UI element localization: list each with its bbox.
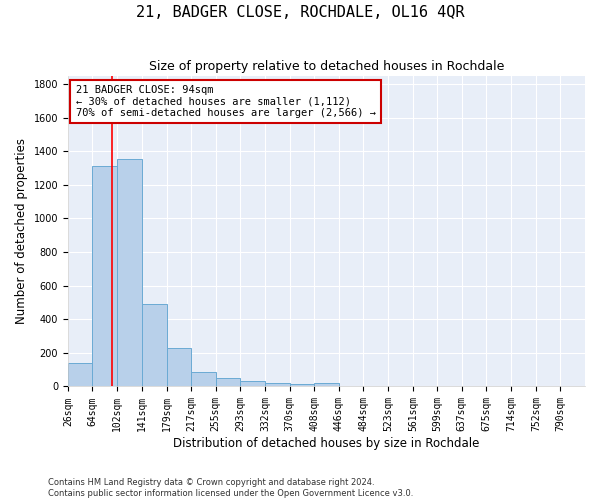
Bar bbox=[314, 383, 339, 386]
Text: 21, BADGER CLOSE, ROCHDALE, OL16 4QR: 21, BADGER CLOSE, ROCHDALE, OL16 4QR bbox=[136, 5, 464, 20]
Bar bbox=[290, 384, 314, 386]
Text: Contains HM Land Registry data © Crown copyright and database right 2024.
Contai: Contains HM Land Registry data © Crown c… bbox=[48, 478, 413, 498]
Title: Size of property relative to detached houses in Rochdale: Size of property relative to detached ho… bbox=[149, 60, 504, 73]
Bar bbox=[167, 348, 191, 387]
Bar bbox=[265, 383, 290, 386]
Y-axis label: Number of detached properties: Number of detached properties bbox=[15, 138, 28, 324]
Bar bbox=[117, 158, 142, 386]
Bar bbox=[215, 378, 240, 386]
Bar bbox=[92, 166, 117, 386]
Bar bbox=[191, 372, 215, 386]
X-axis label: Distribution of detached houses by size in Rochdale: Distribution of detached houses by size … bbox=[173, 437, 479, 450]
Bar bbox=[240, 382, 265, 386]
Bar bbox=[142, 304, 167, 386]
Text: 21 BADGER CLOSE: 94sqm
← 30% of detached houses are smaller (1,112)
70% of semi-: 21 BADGER CLOSE: 94sqm ← 30% of detached… bbox=[76, 85, 376, 118]
Bar bbox=[68, 363, 92, 386]
